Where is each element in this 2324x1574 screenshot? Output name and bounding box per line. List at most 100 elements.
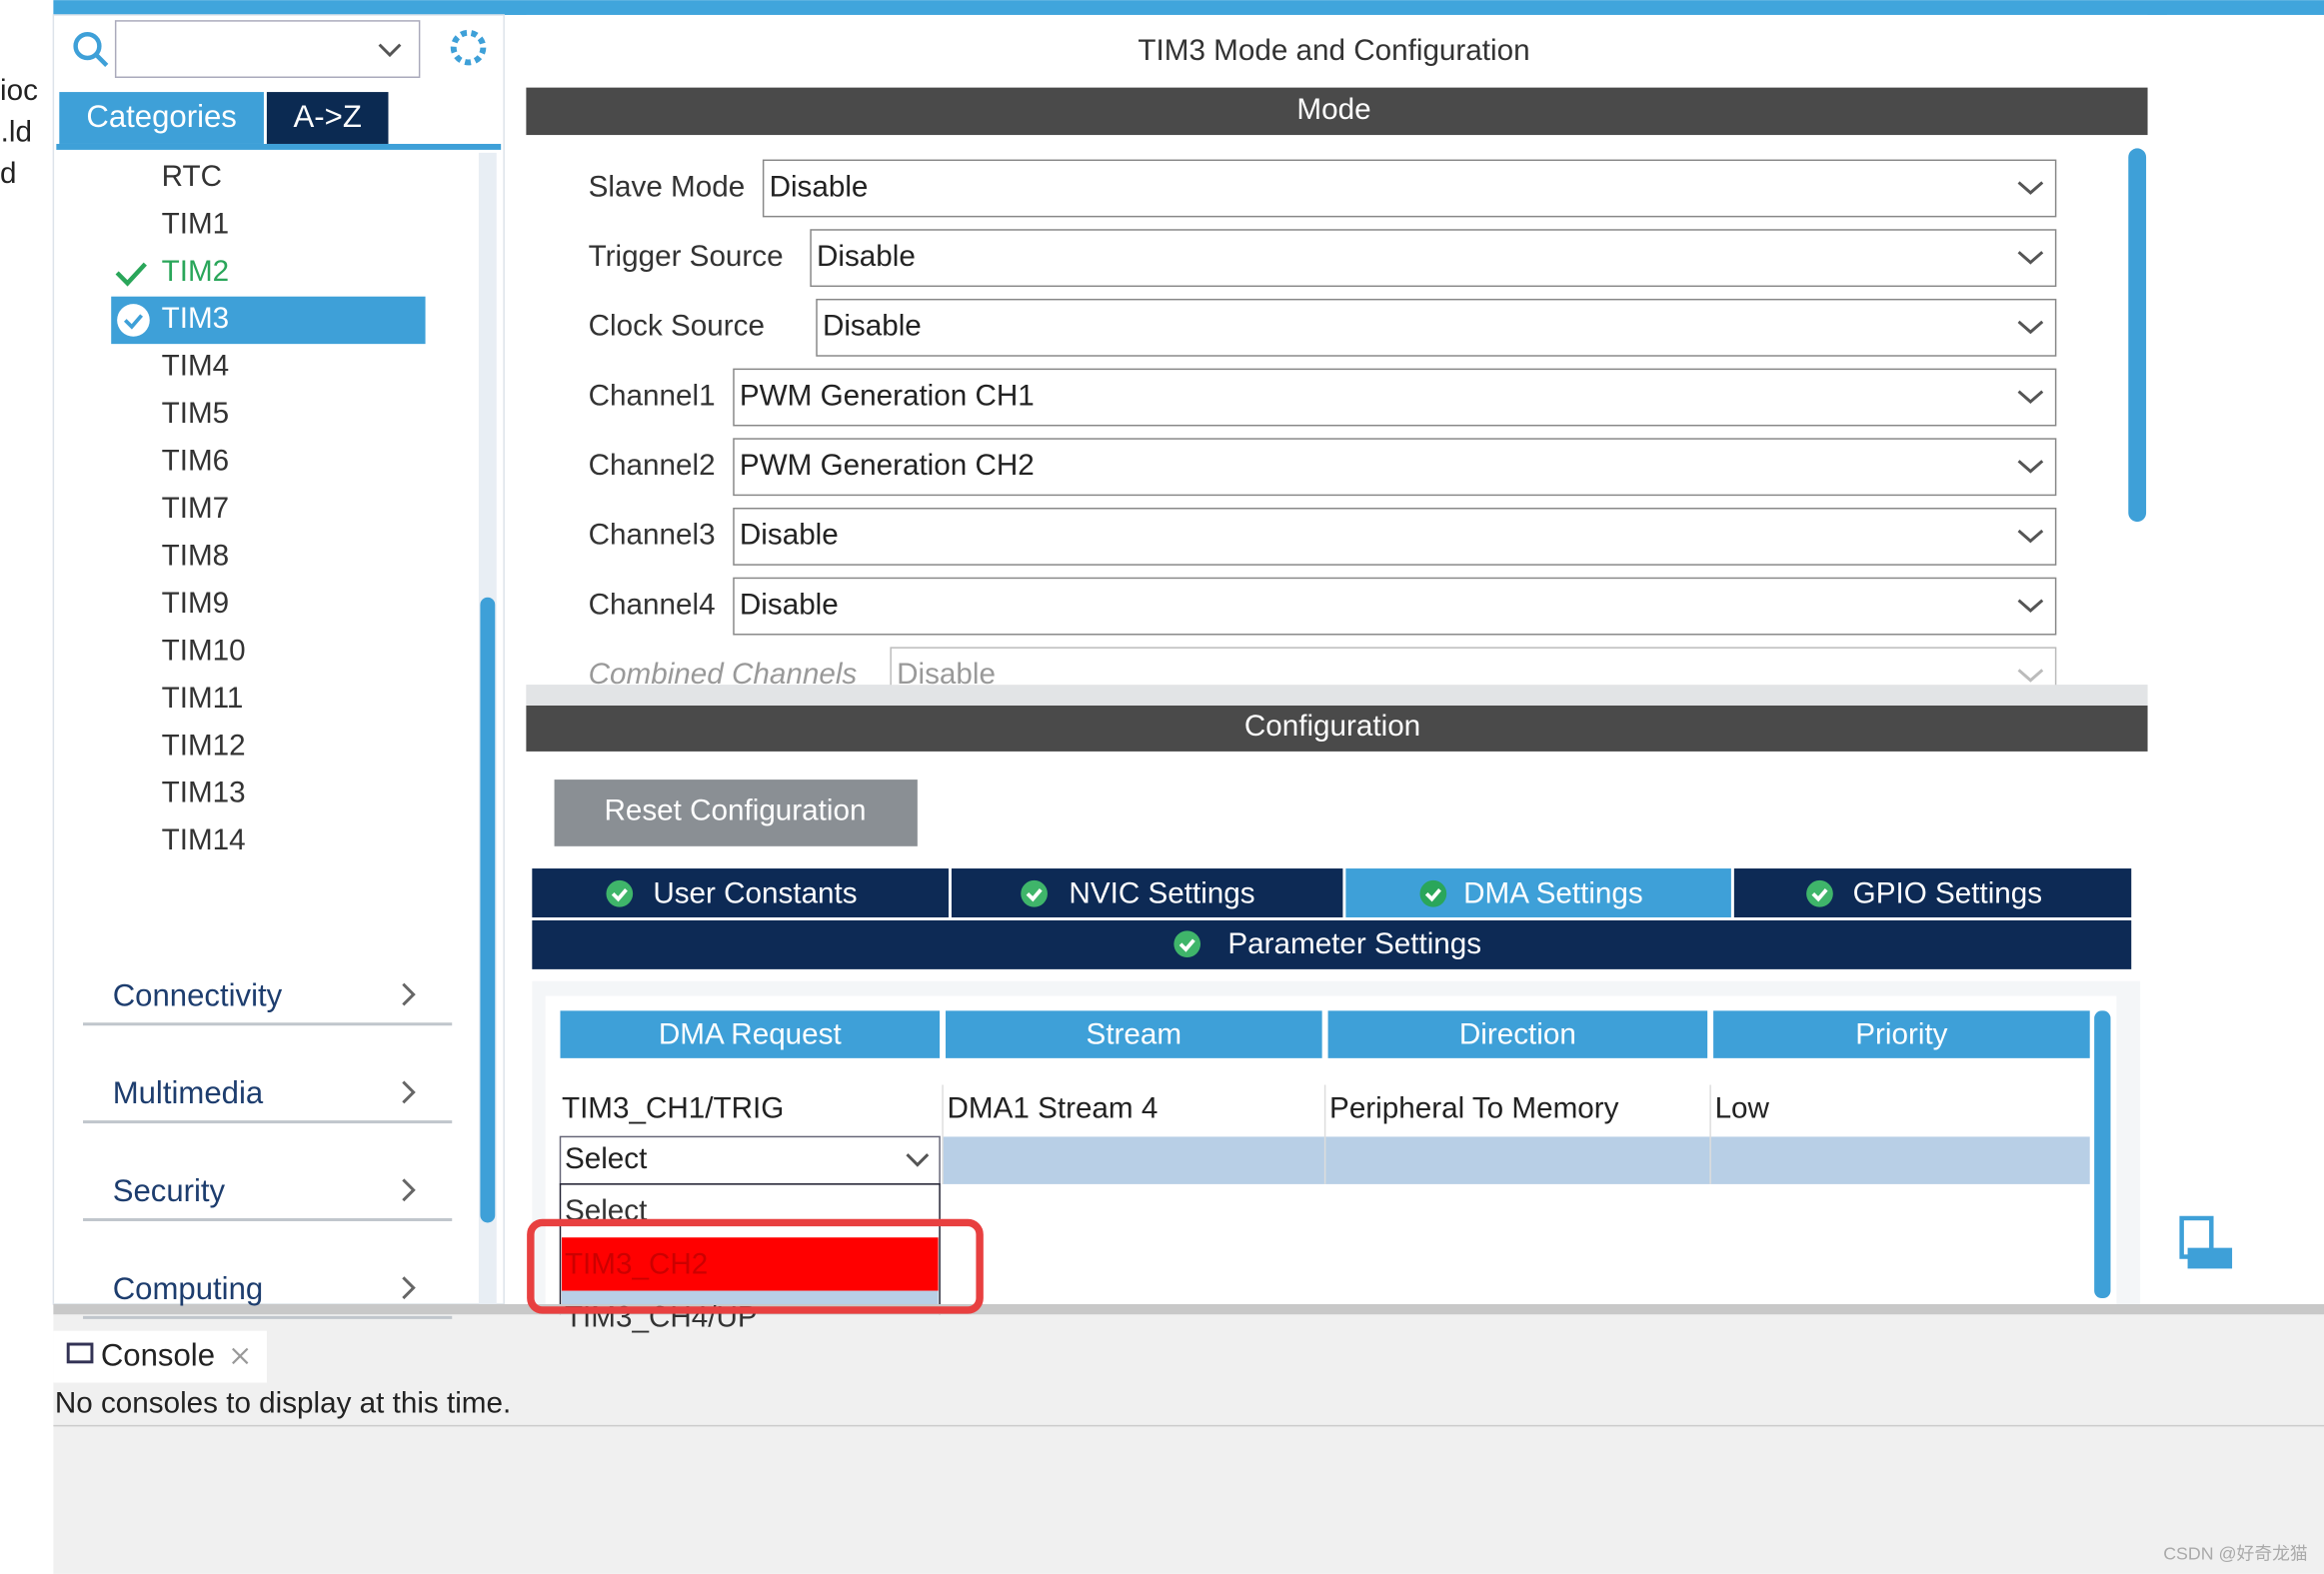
- console-tab-label[interactable]: Console: [101, 1338, 215, 1373]
- console-area: [53, 1314, 2324, 1574]
- table-header-label: Stream: [1087, 1017, 1182, 1050]
- tree-item[interactable]: TIM14: [162, 823, 246, 856]
- dropdown-arrow: [2017, 320, 2044, 335]
- tree-item[interactable]: TIM13: [162, 777, 246, 809]
- tree-item[interactable]: TIM8: [162, 539, 230, 572]
- mode-label: Channel4: [589, 588, 716, 621]
- category[interactable]: Computing: [113, 1271, 264, 1306]
- reset-button[interactable]: [554, 780, 918, 846]
- mode-dropdown[interactable]: [810, 229, 2057, 288]
- table-header-label: Priority: [1855, 1017, 1947, 1050]
- chevron: [402, 982, 416, 1006]
- table-cell: Peripheral To Memory: [1329, 1092, 1619, 1125]
- mode-dropdown[interactable]: [762, 159, 2057, 218]
- search-icon[interactable]: [73, 32, 102, 61]
- dropdown-option[interactable]: TIM3_CH2: [565, 1247, 708, 1280]
- table-scroll-thumb[interactable]: [2094, 1010, 2111, 1299]
- tree-item[interactable]: TIM5: [162, 397, 230, 430]
- check-icon: [1173, 930, 1201, 958]
- tree-item[interactable]: RTC: [162, 160, 222, 193]
- tree-item[interactable]: TIM1: [162, 207, 230, 240]
- sidebar-tab[interactable]: [59, 92, 264, 144]
- tree-item[interactable]: TIM6: [162, 445, 230, 478]
- mode-dropdown[interactable]: [733, 368, 2057, 427]
- side-fragment: ioc: [0, 74, 38, 107]
- config-tab-label: NVIC Settings: [1069, 877, 1254, 910]
- mode-dropdown[interactable]: [733, 507, 2057, 566]
- table-header-label: Direction: [1459, 1017, 1576, 1050]
- select-box[interactable]: [559, 1135, 941, 1185]
- sidebar-tab-label: A->Z: [294, 99, 362, 134]
- dropdown-arrow: [2017, 390, 2044, 404]
- table-cell: DMA1 Stream 4: [947, 1092, 1158, 1125]
- mode-value: Disable: [740, 519, 839, 552]
- combo-arrow: [378, 43, 402, 58]
- dropdown-arrow: [2017, 251, 2044, 265]
- mode-dropdown[interactable]: [733, 438, 2057, 497]
- check-icon: [1419, 879, 1447, 907]
- config-header: Configuration: [1244, 710, 1420, 743]
- config-bar: [526, 705, 2148, 752]
- tree-item[interactable]: TIM7: [162, 492, 230, 525]
- mode-value: Disable: [740, 588, 839, 621]
- console-tab[interactable]: [53, 1330, 267, 1383]
- mode-label: Channel1: [589, 379, 716, 412]
- check-icon: [606, 879, 634, 907]
- tree-item[interactable]: TIM3: [162, 302, 230, 335]
- mode-scroll-thumb[interactable]: [2128, 148, 2147, 523]
- config-tab[interactable]: [951, 868, 1343, 917]
- param-tab-bg[interactable]: [532, 919, 2132, 969]
- mode-label: Trigger Source: [589, 240, 784, 273]
- check-mark: [1178, 938, 1195, 952]
- tab-underline: [56, 143, 502, 150]
- dropdown-arrow: [2017, 599, 2044, 614]
- param-tab-label: Parameter Settings: [1227, 927, 1481, 960]
- mode-dropdown[interactable]: [816, 298, 2057, 357]
- side-fragment: l.ld: [0, 115, 32, 148]
- search-combo[interactable]: [114, 20, 421, 78]
- export-icon-base: [2187, 1247, 2233, 1269]
- table-cell: Low: [1715, 1092, 1770, 1125]
- tree-selected[interactable]: [111, 296, 426, 345]
- selected-row: [943, 1136, 2090, 1184]
- dropdown-option[interactable]: TIM3_CH4/UP: [565, 1301, 758, 1334]
- top-bar: [53, 0, 2324, 15]
- mode-bar: [526, 87, 2148, 136]
- right-panel: [2166, 14, 2324, 1304]
- search-icon-handle: [94, 53, 109, 67]
- sidebar: [52, 14, 505, 1305]
- watermark: CSDN @好奇龙猫: [2163, 1543, 2308, 1563]
- config-tab[interactable]: [532, 868, 949, 917]
- mode-dropdown[interactable]: [733, 577, 2057, 636]
- panel-title: TIM3 Mode and Configuration: [1138, 34, 1529, 67]
- dropdown-arrow: [2017, 529, 2044, 544]
- category[interactable]: Multimedia: [113, 1075, 264, 1110]
- config-tab[interactable]: [1345, 868, 1731, 917]
- select-value[interactable]: Select: [565, 1142, 648, 1175]
- tree-item[interactable]: TIM10: [162, 634, 246, 667]
- side-fragment: d: [0, 157, 17, 190]
- tree-check: [115, 262, 147, 287]
- dropdown-arrow: [2017, 181, 2044, 195]
- check-mark: [1424, 888, 1441, 902]
- chevron: [402, 1178, 416, 1202]
- check-icon: [117, 304, 150, 337]
- tree-item[interactable]: TIM11: [162, 682, 244, 715]
- category[interactable]: Security: [113, 1173, 226, 1208]
- sidebar-scroll-thumb[interactable]: [480, 597, 496, 1223]
- tree-item[interactable]: TIM4: [162, 350, 230, 383]
- config-tab[interactable]: [1733, 868, 2132, 917]
- option-highlight[interactable]: [561, 1237, 939, 1291]
- console-message: No consoles to display at this time.: [55, 1387, 511, 1420]
- mode-label: Channel3: [589, 519, 716, 552]
- tree-item[interactable]: TIM9: [162, 587, 230, 620]
- tree-item[interactable]: TIM12: [162, 729, 246, 762]
- close-icon[interactable]: [232, 1347, 249, 1365]
- chevron: [402, 1080, 416, 1104]
- tree-item[interactable]: TIM2: [162, 255, 230, 288]
- gear-icon[interactable]: [450, 29, 487, 66]
- sidebar-tab[interactable]: [266, 92, 389, 144]
- splitter: [53, 1303, 2324, 1315]
- category[interactable]: Connectivity: [113, 977, 283, 1012]
